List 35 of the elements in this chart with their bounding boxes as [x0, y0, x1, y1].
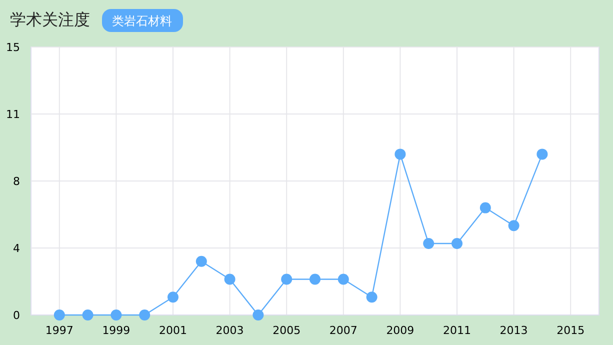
point — [139, 310, 150, 320]
point — [168, 292, 178, 303]
x-tick-label: 2005 — [272, 324, 301, 337]
x-tick-label: 2001 — [159, 324, 187, 337]
chart-subtitle: 类岩石材料 — [112, 14, 172, 28]
y-tick-label: 11 — [6, 108, 20, 121]
y-tick-label: 4 — [13, 242, 20, 255]
point — [54, 310, 65, 320]
point — [536, 148, 548, 160]
point — [366, 292, 378, 303]
x-tick-label: 2011 — [443, 324, 471, 337]
chart-title: 学术关注度 — [10, 10, 90, 29]
y-tick-label: 15 — [6, 40, 20, 54]
point — [480, 202, 491, 214]
point — [423, 238, 434, 250]
point — [394, 148, 406, 160]
x-tick-label: 1997 — [45, 324, 74, 337]
x-tick-label: 2015 — [556, 324, 585, 337]
x-tick-label: 2009 — [386, 324, 414, 337]
x-tick-label: 2003 — [216, 324, 244, 337]
point — [310, 274, 320, 285]
point — [338, 274, 349, 285]
point — [452, 238, 462, 250]
point — [252, 310, 264, 320]
x-tick-label: 1999 — [102, 324, 130, 337]
x-tick-label: 2013 — [500, 324, 528, 337]
x-tick-label: 2007 — [329, 324, 358, 337]
point — [82, 310, 94, 320]
y-tick-label: 0 — [13, 308, 20, 322]
point — [281, 274, 292, 285]
point — [508, 220, 520, 232]
y-tick-label: 8 — [13, 174, 20, 188]
point — [196, 256, 207, 267]
point — [110, 310, 122, 320]
point — [224, 274, 236, 285]
